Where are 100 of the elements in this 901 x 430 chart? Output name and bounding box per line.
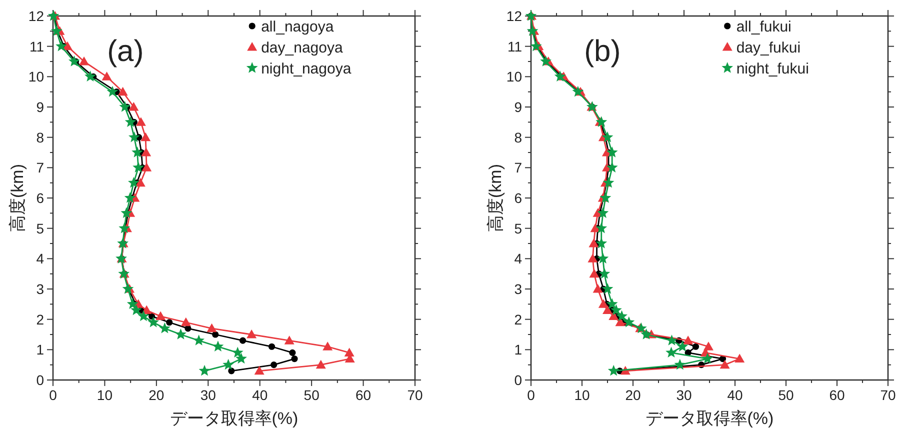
point	[640, 328, 652, 340]
y-tick-label: 5	[36, 220, 44, 236]
point	[592, 284, 603, 293]
point	[692, 343, 700, 350]
point	[159, 322, 170, 334]
point	[68, 56, 80, 66]
point	[120, 207, 132, 218]
point	[598, 299, 608, 308]
point	[676, 340, 688, 352]
x-axis-title: データ取得率(%)	[170, 409, 298, 428]
point	[106, 86, 118, 97]
point	[175, 328, 186, 340]
point	[572, 86, 584, 97]
point	[666, 334, 678, 346]
y-tick-label: 0	[514, 372, 522, 388]
point	[588, 254, 598, 262]
y-tick-label: 3	[36, 281, 44, 297]
point	[598, 268, 610, 279]
point	[84, 70, 96, 82]
point	[206, 323, 217, 332]
legend-label: night_fukui	[736, 60, 809, 78]
point	[132, 162, 144, 173]
point	[600, 192, 612, 203]
point	[222, 358, 234, 370]
point	[228, 368, 235, 374]
point	[291, 355, 298, 362]
point	[126, 298, 138, 310]
point	[702, 352, 714, 364]
point	[79, 56, 90, 66]
point	[602, 176, 614, 188]
x-tick-label: 30	[200, 387, 216, 403]
point	[236, 352, 247, 364]
point	[118, 222, 130, 234]
point	[180, 317, 191, 326]
y-tick-label: 0	[36, 372, 44, 388]
point	[289, 349, 296, 356]
x-tick-label: 10	[96, 387, 113, 403]
legend-label: all_nagoya	[261, 18, 334, 36]
point	[198, 364, 210, 376]
point	[132, 146, 143, 158]
legend-label: all_fukui	[736, 18, 792, 36]
point	[50, 25, 62, 36]
x-tick-label: 70	[407, 387, 423, 403]
x-tick-label: 0	[49, 387, 58, 403]
y-tick-label: 11	[29, 38, 44, 54]
point	[703, 342, 714, 350]
point	[610, 304, 622, 316]
x-tick-label: 60	[829, 387, 845, 403]
point	[589, 268, 600, 278]
point	[166, 319, 173, 326]
legend-label: night_nagoya	[261, 60, 352, 78]
point	[156, 311, 166, 320]
point	[119, 101, 131, 112]
point	[674, 358, 686, 370]
point	[136, 117, 146, 126]
point	[141, 148, 152, 156]
point	[540, 56, 552, 66]
y-tick-label: 4	[514, 250, 522, 267]
annotation: (b)	[584, 35, 621, 68]
point	[128, 131, 140, 142]
point	[597, 207, 609, 218]
point	[623, 316, 635, 328]
point	[683, 336, 694, 344]
point	[608, 311, 619, 320]
y-tick-label: 7	[36, 160, 44, 176]
y-tick-label: 11	[507, 38, 522, 54]
point	[239, 337, 246, 344]
point	[588, 238, 599, 248]
point	[124, 192, 136, 203]
x-tick-label: 40	[727, 387, 743, 403]
point	[606, 162, 618, 173]
point	[246, 330, 257, 338]
point	[140, 132, 151, 142]
point	[130, 304, 142, 316]
point	[606, 298, 618, 310]
legend-label: day_nagoya	[261, 40, 344, 56]
y-tick-label: 1	[36, 342, 44, 358]
x-tick-label: 40	[252, 387, 268, 403]
point	[602, 131, 614, 142]
x-tick-label: 30	[676, 387, 692, 403]
y-tick-label: 7	[514, 160, 522, 176]
point	[102, 72, 112, 80]
point	[122, 283, 134, 294]
x-axis-title: データ取得率(%)	[645, 409, 774, 428]
y-tick-label: 4	[36, 250, 44, 267]
point	[212, 340, 224, 352]
point	[128, 102, 139, 111]
y-axis-title: 高度(km)	[486, 164, 505, 232]
point	[148, 316, 160, 328]
y-tick-label: 8	[514, 129, 522, 146]
y-tick-label: 9	[36, 99, 44, 115]
point	[268, 343, 276, 350]
x-tick-label: 20	[148, 387, 164, 403]
y-tick-label: 1	[514, 342, 522, 358]
point	[322, 342, 333, 350]
point	[554, 70, 566, 82]
point	[135, 178, 146, 187]
point	[212, 331, 219, 338]
x-tick-label: 0	[527, 387, 536, 403]
point	[254, 366, 264, 375]
